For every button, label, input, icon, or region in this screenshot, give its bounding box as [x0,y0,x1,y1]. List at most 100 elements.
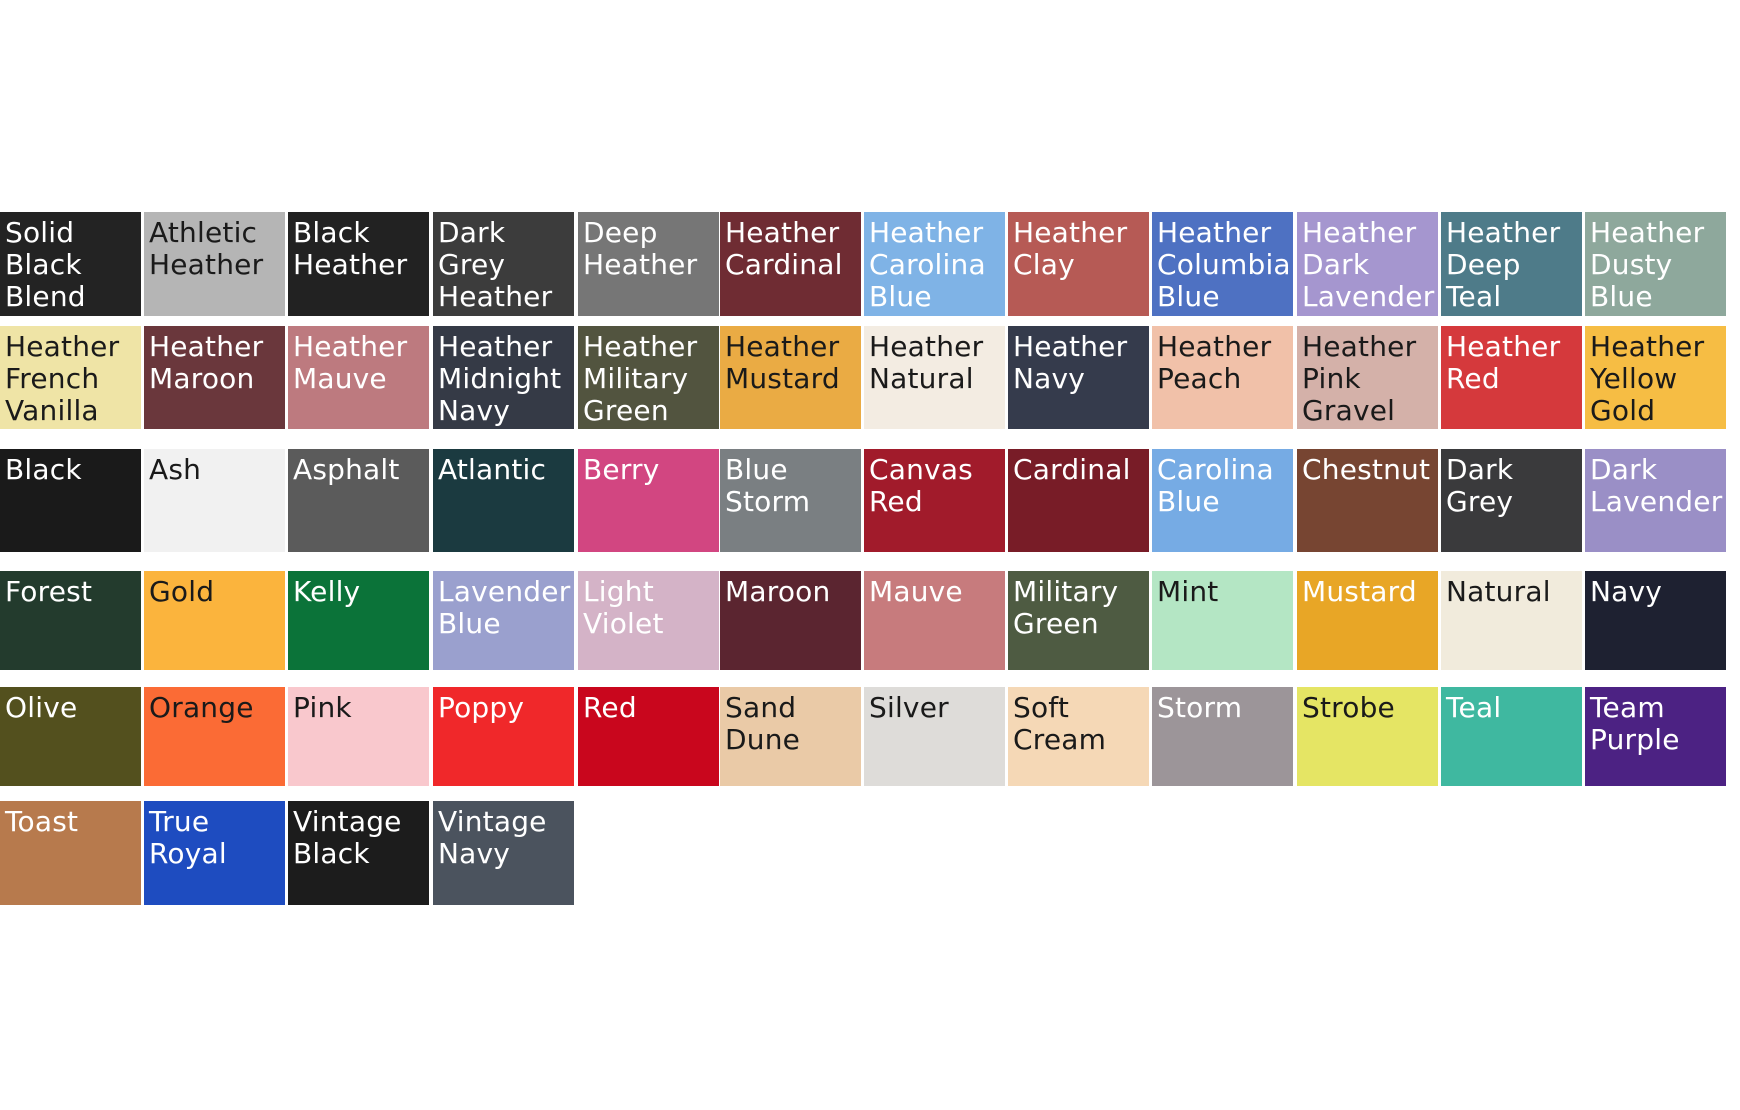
swatch-label: Heather Midnight Navy [438,330,562,427]
swatch-label: Ash [149,453,202,486]
color-swatch: Storm [1152,687,1293,786]
color-swatch: Military Green [1008,571,1149,670]
color-swatch: Dark Lavender [1585,449,1726,552]
swatch-label: Chestnut [1302,453,1431,486]
color-swatch: Heather Mustard [720,326,861,429]
color-swatch: Poppy [433,687,574,786]
color-swatch: Heather Military Green [578,326,719,429]
color-swatch: Solid Black Blend [0,212,141,316]
color-swatch: Olive [0,687,141,786]
color-swatch: Dark Grey [1441,449,1582,552]
color-swatch: Berry [578,449,719,552]
swatch-label: Black Heather [293,216,408,281]
swatch-label: Soft Cream [1013,691,1107,756]
swatch-label: Heather Mauve [293,330,408,395]
swatch-label: Olive [5,691,78,724]
swatch-label: Heather Dark Lavender [1302,216,1435,313]
color-swatch: Maroon [720,571,861,670]
swatch-label: Red [583,691,637,724]
swatch-label: Team Purple [1590,691,1680,756]
swatch-label: Navy [1590,575,1663,608]
swatch-label: Heather Mustard [725,330,840,395]
color-swatch: Red [578,687,719,786]
swatch-label: Blue Storm [725,453,811,518]
color-swatch: Heather Clay [1008,212,1149,316]
swatch-label: Cardinal [1013,453,1131,486]
color-swatch: Mauve [864,571,1005,670]
swatch-label: Heather Maroon [149,330,264,395]
swatch-label: Heather Yellow Gold [1590,330,1705,427]
swatch-label: Kelly [293,575,361,608]
color-swatch: Heather Yellow Gold [1585,326,1726,429]
swatch-label: Vintage Navy [438,805,547,870]
color-swatch: Blue Storm [720,449,861,552]
color-swatch: Heather Mauve [288,326,429,429]
color-swatch: Ash [144,449,285,552]
swatch-label: Heather Deep Teal [1446,216,1561,313]
swatch-label: True Royal [149,805,227,870]
color-swatch: Heather Red [1441,326,1582,429]
color-swatch: Forest [0,571,141,670]
swatch-label: Solid Black Blend [5,216,86,313]
swatch-label: Lavender Blue [438,575,571,640]
color-swatch: Strobe [1297,687,1438,786]
color-swatch: Vintage Navy [433,801,574,905]
color-swatch: Heather Carolina Blue [864,212,1005,316]
color-swatch: Heather Cardinal [720,212,861,316]
color-swatch: Silver [864,687,1005,786]
color-swatch: Dark Grey Heather [433,212,574,316]
color-swatch: Heather Columbia Blue [1152,212,1293,316]
color-swatch: True Royal [144,801,285,905]
color-swatch: Soft Cream [1008,687,1149,786]
swatch-label: Strobe [1302,691,1395,724]
color-swatch: Chestnut [1297,449,1438,552]
color-swatch: Sand Dune [720,687,861,786]
swatch-label: Natural [1446,575,1551,608]
swatch-label: Pink [293,691,352,724]
swatch-label: Canvas Red [869,453,973,518]
swatch-label: Storm [1157,691,1243,724]
color-swatch: Mustard [1297,571,1438,670]
color-swatch: Canvas Red [864,449,1005,552]
swatch-label: Berry [583,453,660,486]
color-swatch: Heather French Vanilla [0,326,141,429]
color-swatch: Heather Dusty Blue [1585,212,1726,316]
color-swatch: Heather Pink Gravel [1297,326,1438,429]
swatch-label: Heather Red [1446,330,1561,395]
swatch-label: Heather Clay [1013,216,1128,281]
swatch-label: Mauve [869,575,963,608]
swatch-label: Toast [5,805,79,838]
color-swatch: Heather Deep Teal [1441,212,1582,316]
swatch-label: Heather Columbia Blue [1157,216,1291,313]
swatch-label: Mustard [1302,575,1417,608]
color-swatch: Heather Midnight Navy [433,326,574,429]
color-swatch: Pink [288,687,429,786]
swatch-label: Heather Natural [869,330,984,395]
swatch-label: Heather Peach [1157,330,1272,395]
swatch-label: Black [5,453,82,486]
swatch-label: Athletic Heather [149,216,264,281]
swatch-label: Dark Lavender [1590,453,1723,518]
color-swatch: Cardinal [1008,449,1149,552]
color-swatch: Vintage Black [288,801,429,905]
swatch-label: Teal [1446,691,1502,724]
color-swatch: Heather Natural [864,326,1005,429]
color-swatch: Atlantic [433,449,574,552]
swatch-label: Heather Pink Gravel [1302,330,1417,427]
swatch-label: Asphalt [293,453,400,486]
color-swatch: Navy [1585,571,1726,670]
swatch-label: Maroon [725,575,831,608]
swatch-label: Sand Dune [725,691,801,756]
swatch-label: Forest [5,575,93,608]
swatch-label: Dark Grey Heather [438,216,553,313]
swatch-label: Heather Cardinal [725,216,843,281]
swatch-label: Heather Dusty Blue [1590,216,1705,313]
swatch-label: Deep Heather [583,216,698,281]
swatch-label: Silver [869,691,949,724]
swatch-label: Heather Navy [1013,330,1128,395]
color-swatch: Team Purple [1585,687,1726,786]
swatch-label: Orange [149,691,254,724]
color-swatch: Heather Dark Lavender [1297,212,1438,316]
color-swatch: Orange [144,687,285,786]
swatch-label: Mint [1157,575,1219,608]
